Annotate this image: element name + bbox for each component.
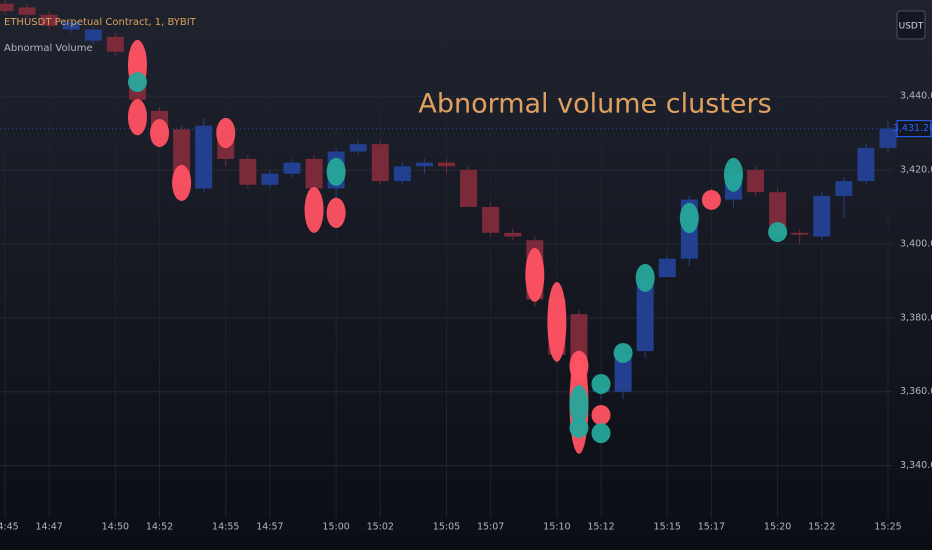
candle-body — [195, 125, 213, 189]
candle-body — [460, 170, 478, 207]
volume-marker — [525, 247, 545, 302]
x-tick-label: 15:02 — [367, 522, 394, 533]
candle-body — [636, 280, 654, 352]
x-tick-label: 14:52 — [146, 522, 173, 533]
volume-marker — [613, 342, 633, 363]
candle-body — [438, 162, 455, 167]
y-tick-label: 3,380.00 — [900, 312, 932, 323]
volume-marker — [150, 118, 170, 148]
x-tick-label: 14:45 — [0, 522, 19, 533]
last-price-label: 3,431.20 — [893, 123, 932, 134]
candle-body — [283, 162, 301, 174]
candle-body — [40, 14, 58, 26]
x-tick-label: 14:50 — [102, 522, 129, 533]
candle-body — [835, 181, 853, 196]
x-tick-label: 15:15 — [654, 522, 681, 533]
last-price-box — [896, 120, 932, 138]
candle-body — [658, 258, 676, 278]
x-tick-label: 15:20 — [764, 522, 791, 533]
volume-marker — [679, 202, 699, 234]
candle-body — [349, 144, 367, 152]
volume-marker — [547, 281, 567, 362]
candle-body — [482, 206, 500, 233]
x-tick-label: 15:07 — [477, 522, 504, 533]
x-tick-label: 15:25 — [874, 522, 901, 533]
y-tick-label: 3,340.00 — [900, 460, 932, 471]
x-tick-label: 14:47 — [35, 522, 62, 533]
candle-body — [0, 3, 14, 12]
volume-marker — [635, 263, 655, 292]
candle-body — [261, 173, 279, 185]
candle-body — [614, 354, 632, 392]
candle-body — [239, 158, 257, 185]
candle-body — [415, 162, 433, 167]
volume-marker — [591, 374, 611, 394]
y-tick-label: 3,440.00 — [900, 91, 932, 102]
candle-body — [747, 170, 765, 193]
x-tick-label: 14:57 — [256, 522, 283, 533]
candle-body — [62, 22, 80, 30]
volume-marker — [723, 157, 743, 192]
volume-marker — [127, 72, 147, 93]
x-tick-label: 15:10 — [543, 522, 570, 533]
volume-marker — [216, 117, 236, 149]
candle-body — [106, 36, 124, 52]
indicator-name: Abnormal Volume — [4, 43, 93, 54]
candle-body — [84, 29, 102, 41]
candle-body — [371, 144, 389, 182]
candle-body — [305, 158, 323, 189]
x-tick-label: 15:05 — [433, 522, 460, 533]
candle-body — [813, 195, 831, 237]
candle-body — [791, 232, 809, 235]
y-tick-label: 3,420.00 — [900, 165, 932, 176]
volume-marker — [127, 99, 147, 136]
chart-title: ETHUSDT Perpetual Contract, 1, BYBIT — [4, 17, 197, 28]
y-tick-label: 3,360.00 — [900, 386, 932, 397]
volume-marker — [591, 405, 611, 425]
candle-body — [393, 166, 411, 182]
currency-label[interactable]: USDT — [899, 22, 924, 32]
candle-body — [18, 7, 36, 15]
x-tick-label: 15:22 — [808, 522, 835, 533]
volume-marker — [172, 164, 192, 202]
volume-marker — [326, 197, 346, 229]
volume-marker — [569, 417, 589, 438]
annotation: Abnormal volume clusters — [418, 89, 771, 120]
candle-body — [504, 232, 522, 237]
volume-marker — [591, 423, 611, 444]
volume-marker — [326, 157, 346, 186]
volume-marker — [304, 187, 324, 233]
volume-marker — [768, 222, 788, 243]
volume-marker — [701, 189, 721, 210]
x-tick-label: 14:55 — [212, 522, 239, 533]
x-tick-label: 15:12 — [587, 522, 614, 533]
x-tick-label: 15:00 — [322, 522, 349, 533]
candle-body — [769, 192, 787, 233]
volume-marker — [569, 385, 589, 426]
y-tick-label: 3,400.00 — [900, 238, 932, 249]
currency-button[interactable] — [896, 10, 926, 40]
candle-body — [879, 128, 897, 148]
candle-body — [857, 147, 875, 182]
x-tick-label: 15:17 — [698, 522, 725, 533]
